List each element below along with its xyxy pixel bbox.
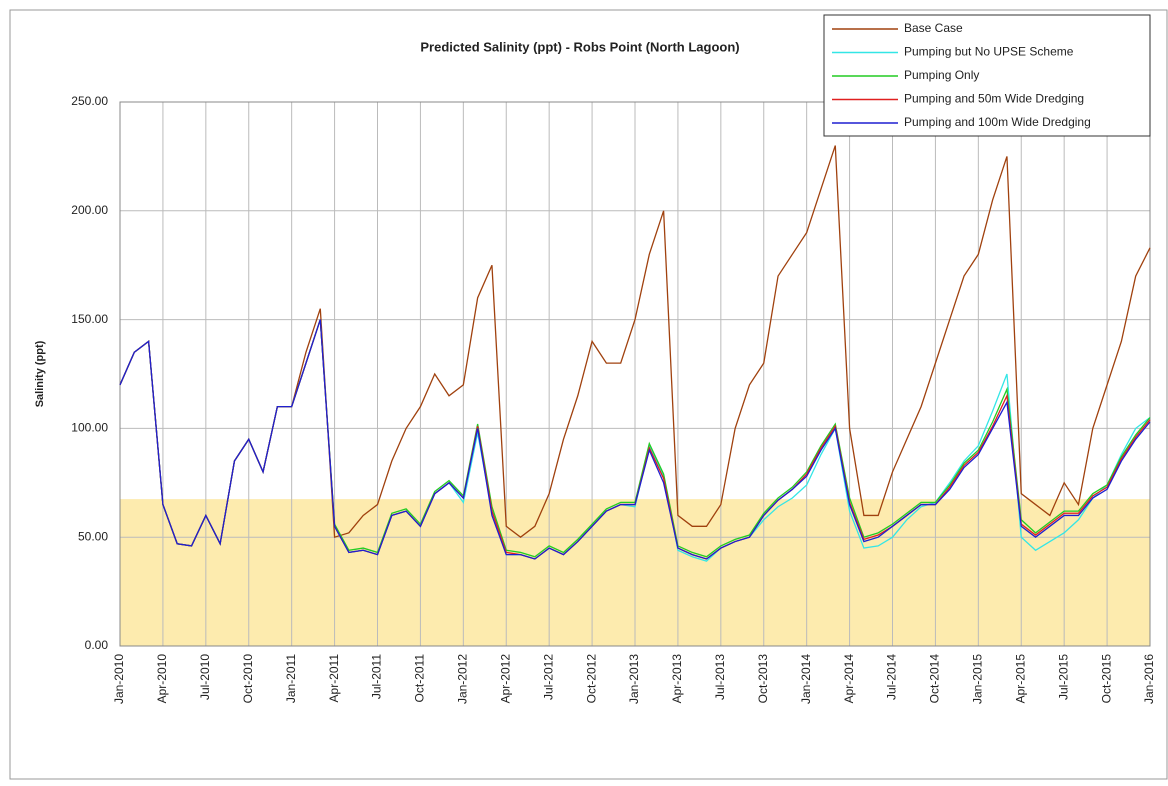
x-tick-label: Apr-2013 bbox=[670, 654, 684, 704]
x-tick-label: Oct-2010 bbox=[241, 654, 255, 704]
x-tick-label: Oct-2013 bbox=[756, 654, 770, 704]
x-tick-label: Oct-2014 bbox=[928, 654, 942, 704]
legend-label: Pumping and 50m Wide Dredging bbox=[904, 92, 1084, 106]
x-tick-label: Jul-2014 bbox=[885, 654, 899, 700]
x-tick-label: Apr-2014 bbox=[842, 654, 856, 704]
legend-label: Pumping but No UPSE Scheme bbox=[904, 45, 1074, 59]
x-tick-label: Jan-2015 bbox=[971, 654, 985, 704]
x-tick-label: Jan-2010 bbox=[112, 654, 126, 704]
x-tick-label: Jan-2013 bbox=[627, 654, 641, 704]
y-tick-label: 100.00 bbox=[71, 421, 108, 435]
chart-frame bbox=[9, 9, 1168, 780]
x-tick-label: Oct-2012 bbox=[584, 654, 598, 704]
x-tick-label: Oct-2011 bbox=[413, 654, 427, 703]
x-tick-label: Jan-2016 bbox=[1142, 654, 1156, 704]
plot-border bbox=[119, 101, 1151, 647]
x-tick-label: Apr-2010 bbox=[155, 654, 169, 704]
x-tick-label: Apr-2012 bbox=[498, 654, 512, 704]
y-tick-label: 0.00 bbox=[85, 638, 109, 652]
y-tick-label: 50.00 bbox=[78, 529, 108, 543]
legend-label: Pumping and 100m Wide Dredging bbox=[904, 115, 1091, 129]
y-axis-label: Salinity (ppt) bbox=[34, 340, 46, 407]
x-tick-label: Jan-2014 bbox=[799, 654, 813, 704]
legend-label: Base Case bbox=[904, 21, 963, 35]
x-tick-label: Jul-2015 bbox=[1056, 654, 1070, 700]
series-line bbox=[119, 319, 1151, 560]
y-tick-label: 250.00 bbox=[71, 94, 108, 108]
legend: Base Case Pumping but No UPSE Scheme Pumpi… bbox=[823, 14, 1151, 137]
legend-label: Pumping Only bbox=[904, 68, 979, 82]
x-tick-label: Jul-2012 bbox=[541, 654, 555, 700]
x-tick-label: Jan-2012 bbox=[456, 654, 470, 704]
x-tick-label: Apr-2011 bbox=[327, 654, 341, 703]
x-tick-label: Jul-2011 bbox=[370, 654, 384, 699]
x-tick-label: Jul-2010 bbox=[198, 654, 212, 700]
y-tick-label: 150.00 bbox=[71, 312, 108, 326]
chart-title: Predicted Salinity (ppt) - Robs Point (N… bbox=[420, 39, 739, 54]
y-tick-label: 200.00 bbox=[71, 203, 108, 217]
x-tick-label: Oct-2015 bbox=[1099, 654, 1113, 704]
x-tick-label: Jul-2013 bbox=[713, 654, 727, 700]
x-tick-label: Apr-2015 bbox=[1013, 654, 1027, 704]
x-tick-label: Jan-2011 bbox=[284, 654, 298, 703]
